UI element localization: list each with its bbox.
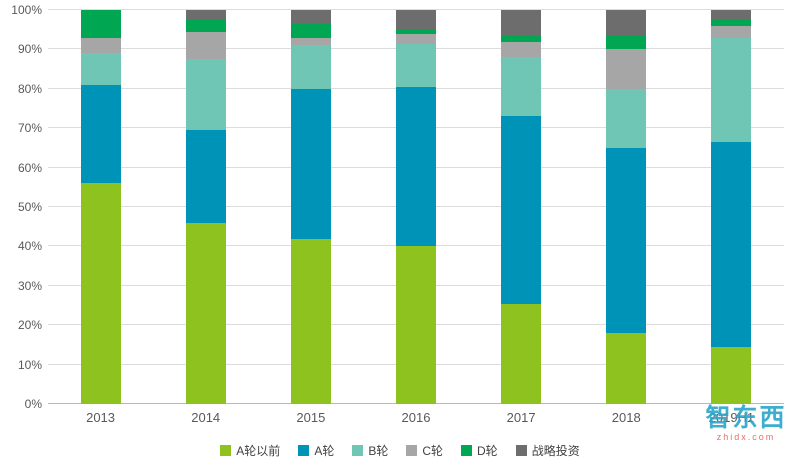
bar-column-2013 [80, 10, 121, 404]
bar-column-2018 [606, 10, 647, 404]
bar-segment [711, 10, 752, 20]
bar-segment [80, 37, 121, 54]
bar-segment [606, 10, 647, 36]
legend-item: 战略投资 [515, 442, 580, 459]
legend-label: 战略投资 [531, 444, 580, 458]
bar-column-2016 [395, 10, 436, 404]
bar-segment [185, 19, 226, 32]
bar-segment [290, 23, 331, 38]
y-axis-tick-label: 60% [17, 160, 42, 175]
legend-swatch-icon [461, 445, 473, 456]
bar-segment [395, 43, 436, 87]
watermark-domain-text: zhidx.com [716, 432, 776, 442]
bar-column-2015 [290, 10, 331, 404]
legend-swatch-icon [406, 445, 418, 456]
y-axis-tick-label: 100% [11, 3, 42, 17]
bar-segment [711, 346, 752, 404]
bar-segment [290, 37, 331, 46]
bar-segment [606, 35, 647, 50]
x-axis-label: 2013 [86, 410, 116, 425]
y-axis-tick-label: 90% [17, 42, 42, 57]
bar-segment [395, 246, 436, 404]
bar-segment [395, 29, 436, 34]
bar-segment [606, 49, 647, 89]
y-axis-tick-label: 80% [17, 81, 42, 96]
bar-segment [290, 45, 331, 89]
bar-segment [501, 10, 542, 36]
x-axis: 2013 2014 2015 2016 2017 2018 2019H1 [48, 410, 784, 425]
bar-segment [711, 37, 752, 142]
bar-segment [711, 19, 752, 26]
legend-item: A轮以前 [220, 442, 280, 459]
bar-segment [395, 33, 436, 44]
legend-swatch-icon [352, 445, 364, 456]
bar-segment [290, 238, 331, 404]
y-axis-tick-label: 20% [17, 318, 42, 333]
bar-segment [606, 333, 647, 404]
x-axis-label: 2016 [401, 410, 431, 425]
y-axis-tick-label: 10% [17, 357, 42, 372]
bar-segment [80, 84, 121, 184]
legend-label: B轮 [368, 444, 389, 458]
bar-segment [606, 147, 647, 334]
y-axis-tick-label: 30% [17, 278, 42, 293]
bar-segment [185, 59, 226, 131]
bar-segment [711, 25, 752, 38]
x-axis-label: 2017 [506, 410, 536, 425]
bar-segment [80, 53, 121, 85]
legend-label: C轮 [422, 444, 444, 458]
x-axis-label: 2019H1 [708, 410, 755, 425]
gridline [48, 9, 784, 10]
legend-item: A轮 [298, 442, 334, 459]
bar-segment [711, 142, 752, 347]
legend-item: D轮 [461, 442, 498, 459]
y-axis-tick-label: 70% [17, 121, 42, 136]
bar-segment [501, 303, 542, 404]
y-axis-tick-label: 0% [24, 397, 42, 411]
bar-segment [80, 183, 121, 404]
bar-segment [185, 31, 226, 60]
x-axis-label: 2015 [296, 410, 326, 425]
legend-label: D轮 [477, 444, 498, 458]
bar-segment [395, 10, 436, 30]
bar-segment [185, 10, 226, 20]
bar-segment [80, 10, 121, 38]
bar-segment [606, 88, 647, 148]
bar-column-2014 [185, 10, 226, 404]
bar-segment [290, 88, 331, 239]
legend-label: A轮以前 [236, 444, 281, 458]
bar-segment [501, 116, 542, 304]
legend-swatch-icon [220, 445, 232, 456]
bar-segment [290, 10, 331, 24]
x-axis-label: 2018 [611, 410, 641, 425]
bar-column-2017 [501, 10, 542, 404]
plot-area: 0% 10% 20% 30% 40% 50% 60% 70% 80% 90% 100% [11, 3, 784, 411]
bar-column-2019H1 [711, 10, 752, 404]
x-axis-label: 2014 [191, 410, 221, 425]
y-axis-tick-label: 40% [17, 239, 42, 254]
bar-segment [501, 35, 542, 42]
bar-segment [501, 57, 542, 117]
bar-segment [185, 130, 226, 223]
y-axis-tick-label: 50% [17, 200, 42, 214]
watermark-brand-text: 智东西 [705, 404, 787, 432]
legend-label: A轮 [314, 444, 335, 458]
bars-container [48, 10, 784, 404]
bar-segment [185, 222, 226, 404]
bar-segment [501, 41, 542, 58]
legend-item: B轮 [352, 442, 388, 459]
bar-segment [395, 86, 436, 247]
legend-item: C轮 [406, 442, 443, 459]
legend-swatch-icon [515, 445, 527, 456]
legend: A轮以前 A轮 B轮 C轮 D轮 战略投资 [0, 442, 800, 459]
watermark-logo: 智东西 zhidx.com [700, 404, 792, 442]
legend-swatch-icon [298, 445, 310, 456]
